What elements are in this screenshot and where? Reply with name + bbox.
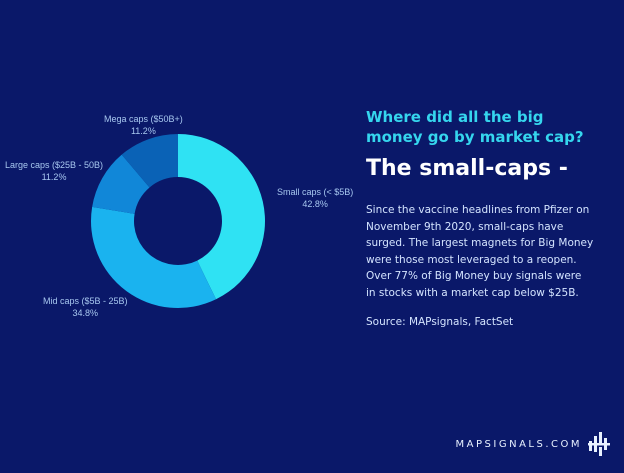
source-note: Source: MAPsignals, FactSet: [366, 316, 514, 328]
brand-name: MAPSIGNALS.COM: [455, 438, 582, 450]
donut-slice-0: [178, 134, 265, 300]
label-large-caps: Large caps ($25B - 50B) 11.2%: [5, 159, 103, 183]
brand-footer[interactable]: MAPSIGNALS.COM: [456, 432, 610, 456]
mapsignals-logo-icon: [588, 432, 610, 456]
donut-chart: Mega caps ($50B+) 11.2% Large caps ($25B…: [5, 113, 353, 319]
label-small-caps-name: Small caps (< $5B): [277, 187, 354, 197]
body-paragraph: Since the vaccine headlines from Pfizer …: [366, 204, 594, 299]
label-mega-caps-name: Mega caps ($50B+): [104, 114, 183, 124]
label-mid-caps: Mid caps ($5B - 25B) 34.8%: [43, 295, 128, 319]
headline: The small-caps -: [366, 156, 568, 181]
label-large-caps-name: Large caps ($25B - 50B): [5, 160, 104, 170]
donut-slice-2: [92, 154, 150, 214]
label-mega-caps: Mega caps ($50B+) 11.2%: [104, 113, 183, 137]
label-mid-caps-name: Mid caps ($5B - 25B): [43, 296, 128, 306]
label-small-caps: Small caps (< $5B) 42.8%: [277, 186, 353, 210]
chart-question: Where did all the big money go by market…: [366, 108, 584, 146]
donut-chart-svg: [91, 134, 265, 308]
label-large-caps-value: 11.2%: [41, 172, 67, 182]
donut-slice-3: [121, 134, 178, 188]
label-mega-caps-value: 11.2%: [130, 126, 156, 136]
label-small-caps-value: 42.8%: [302, 199, 328, 209]
label-mid-caps-value: 34.8%: [72, 308, 99, 318]
donut-slice-1: [91, 206, 217, 308]
